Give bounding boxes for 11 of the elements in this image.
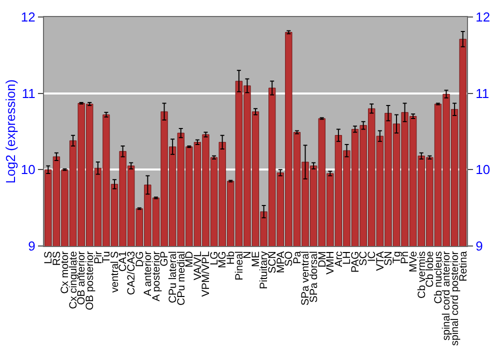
x-tick-label: Retina — [457, 251, 470, 282]
y-axis-title: Log2 (expression) — [2, 79, 18, 184]
y-tick-label: 9 — [28, 238, 36, 254]
y-tick-label: 10 — [20, 162, 36, 178]
x-tick-label: Tg — [390, 251, 403, 264]
y2-tick-label: 11 — [476, 86, 490, 101]
y2-tick-label: 12 — [476, 10, 490, 25]
y2-tick-label: 9 — [476, 238, 483, 254]
y2-tick-label: 10 — [476, 162, 490, 178]
y-tick-label: 12 — [20, 10, 36, 25]
y-tick-label: 11 — [22, 86, 36, 101]
